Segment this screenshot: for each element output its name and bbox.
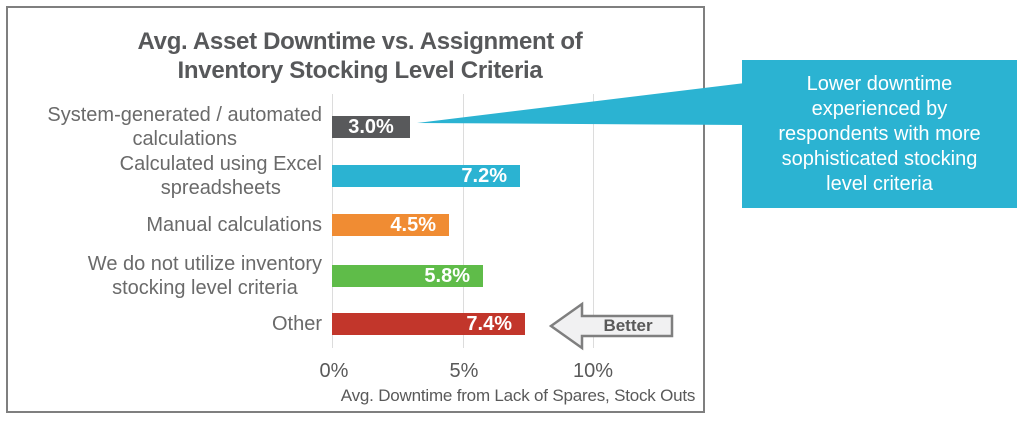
x-tick-0: 0% bbox=[319, 360, 349, 382]
x-tick-5: 5% bbox=[449, 360, 479, 382]
category-label-line: spreadsheets bbox=[160, 177, 281, 199]
category-label-line: Manual calculations bbox=[146, 214, 322, 236]
callout-text-line: sophisticated stocking bbox=[781, 147, 978, 170]
category-label-line: System-generated / automated bbox=[47, 104, 322, 126]
gridline-5pct bbox=[463, 94, 464, 348]
chart-title-line1: Avg. Asset Downtime vs. Assignment of bbox=[137, 28, 583, 55]
category-label-line: stocking level criteria bbox=[112, 277, 298, 299]
callout-text: Lower downtime experienced by respondent… bbox=[778, 72, 980, 197]
callout-text-line: respondents with more bbox=[778, 122, 981, 145]
category-label-system-generated: System-generated / automated calculation… bbox=[12, 103, 322, 151]
bar-other: 7.4% bbox=[332, 313, 525, 335]
bar-manual: 4.5% bbox=[332, 214, 449, 236]
category-label-line: Calculated using Excel bbox=[119, 153, 322, 175]
callout-text-line: Lower downtime bbox=[806, 72, 953, 95]
category-label-other: Other bbox=[12, 312, 322, 336]
category-label-manual: Manual calculations bbox=[12, 213, 322, 237]
callout-text-line: experienced by bbox=[811, 97, 948, 120]
bar-value-label: 5.8% bbox=[424, 265, 470, 287]
category-label-excel: Calculated using Excel spreadsheets bbox=[12, 152, 322, 200]
figure-border bbox=[6, 6, 705, 413]
x-axis-title: Avg. Downtime from Lack of Spares, Stock… bbox=[340, 386, 696, 405]
category-label-line: Other bbox=[271, 313, 322, 335]
chart-title-line2: Inventory Stocking Level Criteria bbox=[177, 57, 543, 84]
category-label-line: calculations bbox=[132, 128, 237, 150]
callout-pointer bbox=[417, 83, 745, 125]
bar-value-label: 3.0% bbox=[348, 116, 394, 138]
bar-value-label: 7.4% bbox=[466, 313, 512, 335]
better-arrow-icon bbox=[548, 301, 674, 351]
chart-title: Avg. Asset Downtime vs. Assignment of In… bbox=[96, 27, 624, 85]
gridline-10pct bbox=[593, 94, 594, 348]
bar-value-label: 4.5% bbox=[390, 214, 436, 236]
category-label-no-criteria: We do not utilize inventory stocking lev… bbox=[12, 252, 322, 300]
callout-box: Lower downtime experienced by respondent… bbox=[742, 60, 1017, 208]
callout-text-line: level criteria bbox=[826, 172, 933, 195]
x-tick-10: 10% bbox=[572, 360, 614, 382]
category-label-line: We do not utilize inventory bbox=[87, 253, 322, 275]
bar-value-label: 7.2% bbox=[461, 165, 507, 187]
bar-system-generated: 3.0% bbox=[332, 116, 410, 138]
bar-no-criteria: 5.8% bbox=[332, 265, 483, 287]
bar-excel: 7.2% bbox=[332, 165, 520, 187]
better-arrow-label: Better bbox=[603, 316, 653, 335]
